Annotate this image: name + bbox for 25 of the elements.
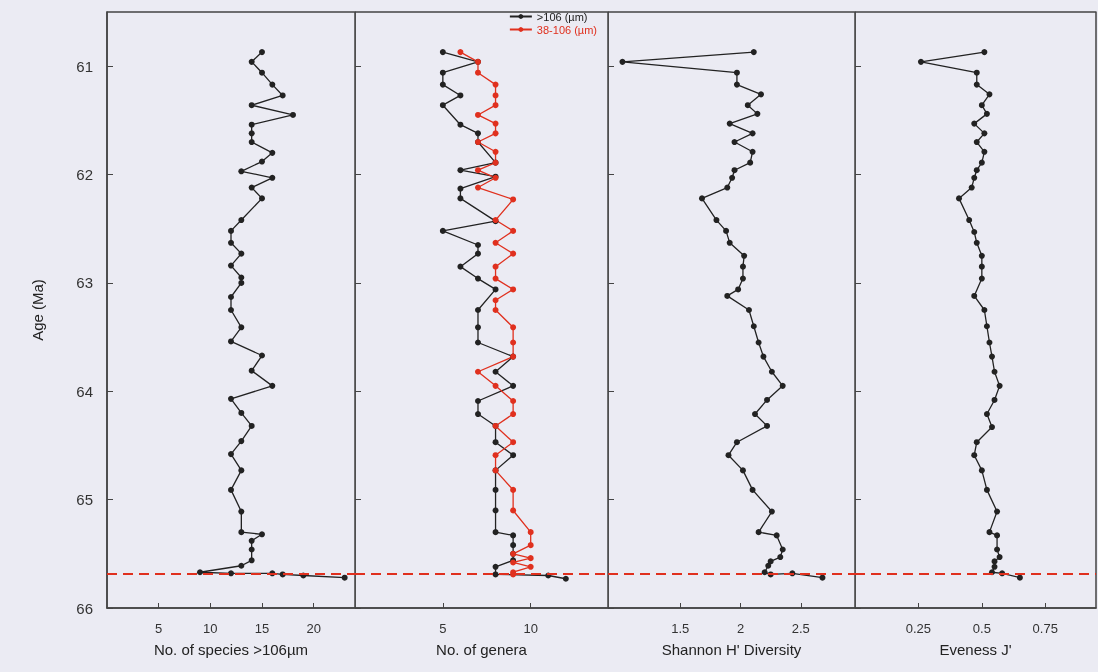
x-axis-title: No. of genera — [436, 641, 528, 658]
y-tick-label: 66 — [76, 599, 93, 617]
y-tick-label: 64 — [76, 382, 93, 400]
x-tick-label: 2.5 — [791, 621, 810, 636]
x-tick-label: 10 — [523, 621, 538, 636]
y-tick-label: 62 — [76, 166, 93, 184]
x-axis-title: Shannon H' Diversity — [661, 641, 802, 658]
y-tick-label: 63 — [76, 274, 93, 292]
x-tick-label: 5 — [155, 621, 163, 636]
x-tick-label: 15 — [254, 621, 270, 636]
legend-label: >106 (µm) — [536, 10, 588, 23]
x-tick-label: 10 — [203, 621, 218, 636]
x-tick-label: 1.5 — [671, 621, 690, 636]
x-tick-label: 0.5 — [972, 621, 991, 636]
x-tick-label: 20 — [306, 621, 321, 636]
x-tick-label: 5 — [439, 621, 447, 636]
x-tick-label: 0.25 — [905, 621, 932, 636]
x-axis-title: No. of species >106µm — [153, 641, 309, 658]
y-tick-label: 65 — [76, 491, 93, 509]
x-axis-title: Eveness J' — [939, 641, 1012, 658]
legend-label: 38-106 (µm) — [536, 23, 598, 36]
x-tick-label: 2 — [736, 621, 745, 636]
y-axis-title: Age (Ma) — [29, 279, 46, 341]
x-tick-label: 0.75 — [1032, 621, 1058, 636]
y-tick-label: 61 — [76, 57, 93, 75]
